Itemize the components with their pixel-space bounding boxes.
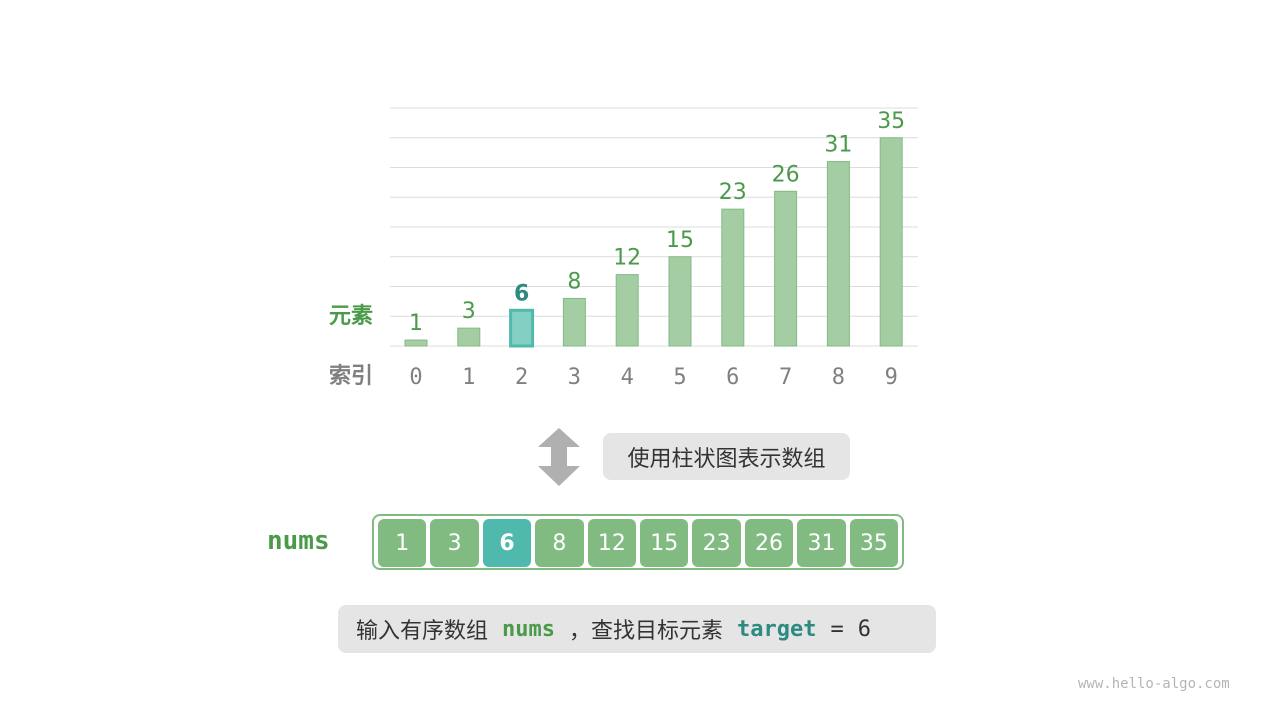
data-label: 15 [666,228,694,253]
array-cell: 1 [378,519,427,567]
data-label: 8 [567,269,581,294]
y-axis-label: 元素 [329,303,373,329]
target-value: 6 [857,616,871,642]
x-tick-label: 2 [515,365,528,390]
array-cell: 6 [482,519,532,567]
text-input-sorted-array: 输入有序数组 [356,619,489,644]
data-label: 31 [824,133,852,158]
array-cell: 23 [692,519,741,567]
bar [509,308,535,348]
array-cell: 12 [587,519,637,567]
x-tick-label: 1 [462,365,475,390]
array-cell: 26 [744,519,794,567]
x-tick-label: 7 [779,365,792,390]
nums-array: 1 3 6 8 12 15 23 26 31 35 [372,514,904,570]
watermark: www.hello-algo.com [1078,676,1230,692]
data-label: 1 [409,311,423,336]
bar [615,274,639,347]
nums-code: nums [502,616,555,642]
x-tick-label: 4 [621,365,634,390]
bar [774,190,798,347]
data-label: 23 [719,180,747,205]
data-label: 35 [877,109,905,134]
x-tick-label: 8 [832,365,845,390]
bar [721,208,745,347]
data-label: 12 [613,246,641,271]
problem-statement: 输入有序数组 nums ，查找目标元素 target = 6 [338,605,936,653]
array-cell: 35 [849,519,899,567]
caption-label: 使用柱状图表示数组 [603,433,850,480]
bar [668,256,692,347]
x-tick-label: 0 [409,365,422,390]
x-tick-label: 9 [885,365,898,390]
bar [404,339,428,347]
x-tick-label: 6 [726,365,739,390]
array-cell: 15 [640,519,689,567]
array-cell: 31 [797,519,846,567]
x-tick-label: 5 [673,365,686,390]
x-axis-label: 索引 [329,364,373,389]
data-label: 26 [772,162,800,187]
bar [457,327,481,347]
array-name-label: nums [267,526,330,556]
array-cell: 3 [430,519,479,567]
double-arrow-icon [538,428,580,486]
data-label: 3 [462,299,476,324]
bar [562,297,586,347]
text-find-target: ，查找目标元素 [569,619,724,644]
x-tick-label: 3 [568,365,581,390]
bar [826,161,850,347]
bar [879,137,903,347]
target-code: target [737,616,817,642]
array-cell: 8 [535,519,584,567]
data-label: 6 [514,281,529,306]
equals-sign: = [830,616,844,642]
